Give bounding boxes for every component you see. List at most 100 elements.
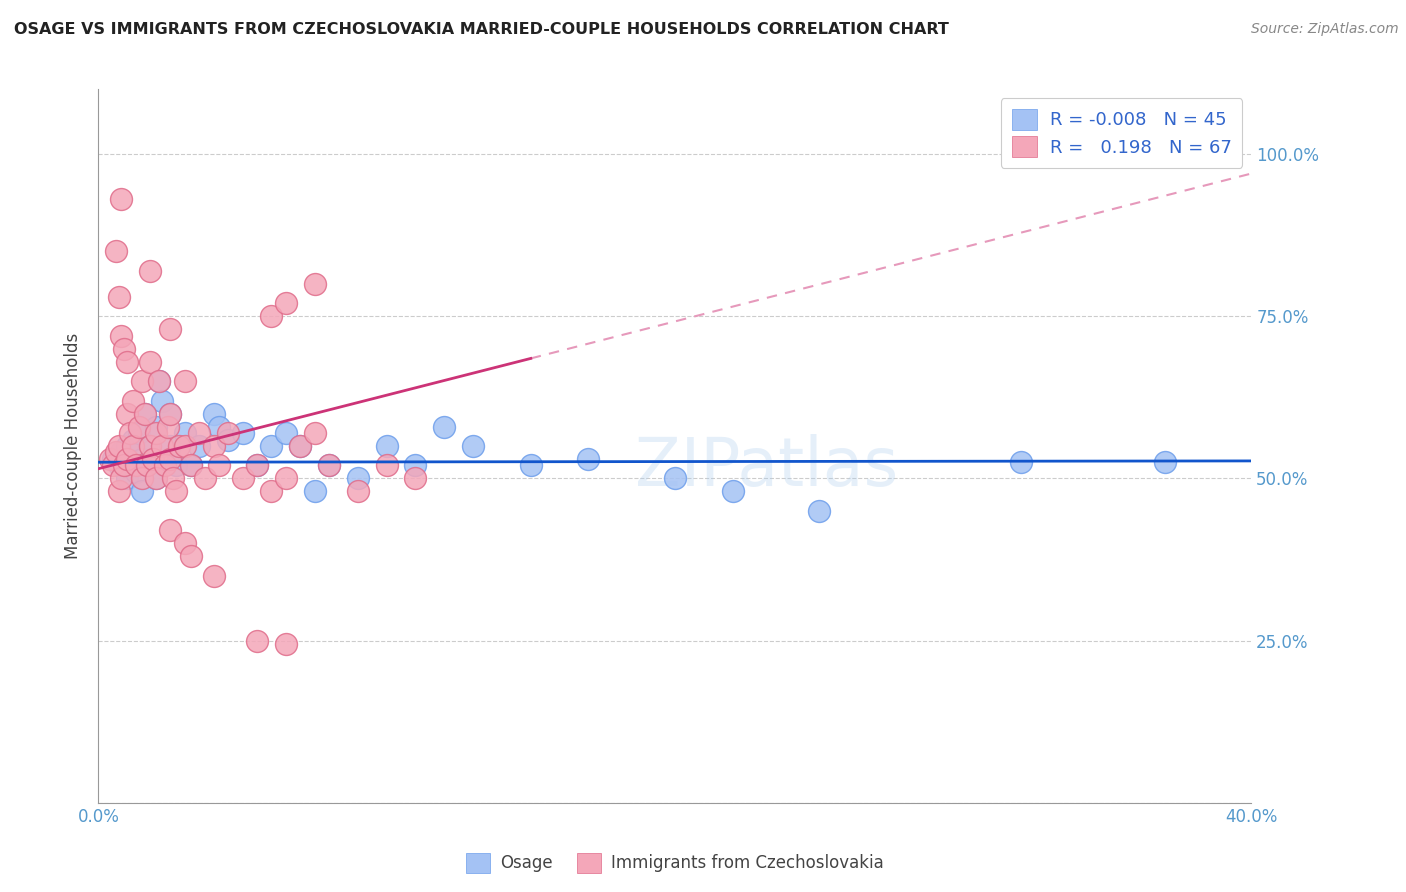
Point <box>136 458 159 473</box>
Point <box>117 452 139 467</box>
Point <box>153 458 176 473</box>
Point <box>246 458 269 473</box>
Point <box>208 458 231 473</box>
Point <box>125 458 148 473</box>
Point <box>202 407 225 421</box>
Point <box>1153 455 1175 469</box>
Point <box>246 633 269 648</box>
Point <box>110 471 132 485</box>
Point <box>304 425 326 440</box>
Point <box>318 458 340 473</box>
Point <box>167 439 190 453</box>
Point <box>101 458 124 473</box>
Point <box>208 419 231 434</box>
Point <box>150 393 173 408</box>
Point <box>304 277 326 291</box>
Point <box>145 425 167 440</box>
Point <box>128 425 150 440</box>
Point <box>194 471 217 485</box>
Point <box>117 471 139 485</box>
Legend: R = -0.008   N = 45, R =   0.198   N = 67: R = -0.008 N = 45, R = 0.198 N = 67 <box>1001 98 1243 168</box>
Point <box>174 439 197 453</box>
Point <box>122 433 145 447</box>
Point <box>274 471 297 485</box>
Point <box>136 458 159 473</box>
Legend: Osage, Immigrants from Czechoslovakia: Osage, Immigrants from Czechoslovakia <box>460 847 890 880</box>
Point <box>159 407 181 421</box>
Point <box>139 264 162 278</box>
Point <box>174 536 197 550</box>
Point <box>405 471 427 485</box>
Point <box>174 374 197 388</box>
Point <box>156 419 179 434</box>
Point <box>520 458 543 473</box>
Point <box>246 458 269 473</box>
Point <box>134 407 156 421</box>
Point <box>110 445 132 459</box>
Point <box>807 504 830 518</box>
Y-axis label: Married-couple Households: Married-couple Households <box>65 333 83 559</box>
Point <box>101 452 124 467</box>
Point <box>139 354 162 368</box>
Point <box>139 439 162 453</box>
Text: Source: ZipAtlas.com: Source: ZipAtlas.com <box>1251 22 1399 37</box>
Point <box>1010 455 1032 469</box>
Point <box>346 484 368 499</box>
Point <box>188 425 211 440</box>
Point <box>122 439 145 453</box>
Point <box>117 407 139 421</box>
Point <box>131 471 153 485</box>
Point <box>134 407 156 421</box>
Point <box>131 484 153 499</box>
Point <box>110 328 132 343</box>
Point <box>664 471 686 485</box>
Point <box>260 484 283 499</box>
Point <box>180 458 202 473</box>
Text: ZIPatlas: ZIPatlas <box>636 434 898 500</box>
Point <box>150 439 173 453</box>
Point <box>159 452 181 467</box>
Point <box>290 439 312 453</box>
Point <box>290 439 312 453</box>
Point <box>148 374 170 388</box>
Point <box>145 471 167 485</box>
Point <box>346 471 368 485</box>
Point <box>98 452 121 467</box>
Point <box>578 452 600 467</box>
Point <box>122 393 145 408</box>
Point <box>260 310 283 324</box>
Point <box>405 458 427 473</box>
Point <box>117 439 139 453</box>
Point <box>104 244 127 259</box>
Point <box>318 458 340 473</box>
Point <box>159 322 181 336</box>
Point <box>104 445 127 459</box>
Point <box>202 439 225 453</box>
Point <box>231 425 254 440</box>
Point <box>217 433 239 447</box>
Point <box>107 484 129 499</box>
Point <box>375 458 398 473</box>
Point <box>159 439 181 453</box>
Point <box>110 193 132 207</box>
Point <box>180 458 202 473</box>
Point <box>461 439 484 453</box>
Point <box>231 471 254 485</box>
Point <box>165 484 187 499</box>
Point <box>217 425 239 440</box>
Point <box>162 471 184 485</box>
Point <box>107 290 129 304</box>
Point <box>721 484 744 499</box>
Point <box>148 374 170 388</box>
Point <box>120 425 142 440</box>
Point <box>112 342 135 356</box>
Point <box>274 637 297 651</box>
Point <box>260 439 283 453</box>
Point <box>180 549 202 564</box>
Point <box>159 524 181 538</box>
Point <box>274 296 297 310</box>
Point <box>112 458 135 473</box>
Point <box>274 425 297 440</box>
Point <box>128 419 150 434</box>
Point <box>145 419 167 434</box>
